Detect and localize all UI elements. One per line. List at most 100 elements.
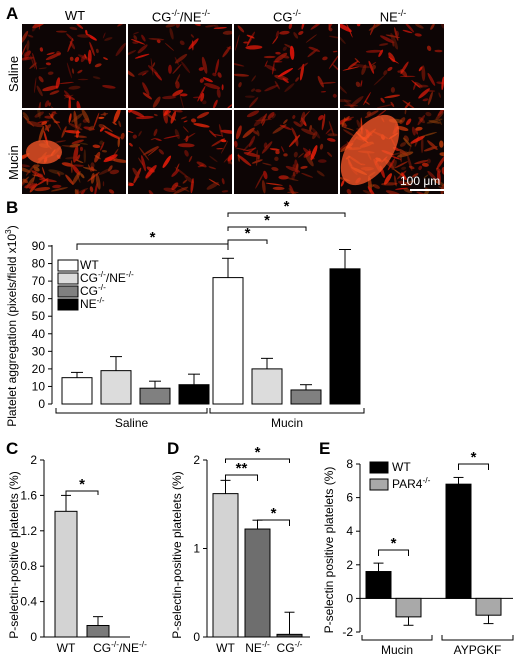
chart-e-sig-0-star: * [391, 535, 397, 552]
chart-d-bar-2 [276, 633, 303, 638]
chart-b-legend-label-2: CG-/- [80, 282, 106, 298]
chart-b-ytick-label-20: 20 [32, 362, 46, 376]
chart-b-ytick-label-90: 90 [32, 239, 46, 253]
chart-c-sig-bracket [65, 490, 99, 495]
chart-d-ylabel: P-selectin-positive platelets (%) [170, 471, 184, 638]
chart-b-bar-3-1 [329, 268, 361, 405]
chart-b-sig-0-star: * [150, 229, 156, 246]
chart-d-ytick-label-0: 0 [193, 630, 200, 644]
panel-a-letter: A [6, 4, 19, 23]
row-label-saline: Saline [6, 55, 21, 92]
chart-e-bar-0-1 [445, 483, 472, 599]
chart-c-xtick-1: CG-/-/NE-/- [93, 639, 147, 655]
chart-c-bar-0 [54, 510, 78, 638]
chart-b-bar-2-0 [139, 387, 171, 405]
chart-c-ylabel: P-selectin-positive platelets (%) [7, 471, 21, 638]
chart-b-legend-label-1: CG-/-/NE-/- [80, 269, 134, 285]
chart-b-ytick-label-80: 80 [32, 257, 46, 271]
chart-e-bar-1-0 [395, 597, 422, 618]
chart-d-sig-2-star: * [255, 444, 261, 461]
chart-c-ytick-label-2: 2 [30, 453, 37, 467]
chart-e-bar-0-0 [365, 571, 392, 599]
chart-b-ytick-label-40: 40 [32, 327, 46, 341]
chart-e-ytick-label-2: 2 [346, 558, 353, 572]
chart-b-legend-swatch-1 [57, 272, 79, 285]
chart-b-group-label-0: Saline [115, 416, 149, 430]
chart-d-sig-2-bracket [225, 458, 290, 463]
panel-b-letter: B [6, 198, 19, 217]
chart-b-ytick-label-50: 50 [32, 309, 46, 323]
chart-c-ytick-label-0: 0 [30, 630, 37, 644]
chart-d-bar-1 [244, 528, 271, 638]
chart-b-bar-1-1 [251, 368, 283, 405]
chart-d-xtick-2: CG-/- [277, 639, 303, 655]
chart-b: Platelet aggregation (pixels/field x103)… [3, 198, 365, 430]
chart-b-sig-3-star: * [284, 198, 290, 215]
micrograph-saline-3 [340, 24, 444, 108]
chart-b-legend-label-0: WT [80, 258, 99, 272]
panel-c-letter: C [6, 439, 19, 458]
chart-b-sig-3-bracket [227, 212, 346, 217]
chart-e-legend-label-1: PAR4-/- [392, 475, 431, 491]
chart-b-legend-label-3: NE-/- [80, 295, 105, 311]
chart-b-bar-2-1 [290, 389, 322, 405]
chart-d-sig-1-star: * [271, 505, 277, 522]
micrograph-mucin-1 [128, 110, 232, 194]
chart-b-ytick-label-70: 70 [32, 274, 46, 288]
chart-b-legend-swatch-0 [57, 259, 79, 272]
chart-b-ytick-label-60: 60 [32, 292, 46, 306]
chart-b-bar-0-1 [212, 277, 244, 405]
chart-b-ylabel: Platelet aggregation (pixels/field x103) [3, 225, 19, 426]
chart-c-ytick-label-0.8: 0.8 [20, 559, 37, 573]
panel-d-letter: D [167, 439, 180, 458]
chart-e-group-bracket-0 [361, 635, 433, 641]
micrograph-mucin-2 [234, 110, 338, 194]
chart-e-sig-1-bracket [458, 463, 489, 470]
micrograph-saline-1 [128, 24, 232, 108]
chart-b-bar-3-0 [178, 384, 210, 405]
chart-e-ytick-label-0: 0 [346, 591, 353, 605]
col-header-cg-ne: CG-/-/NE-/- [151, 8, 211, 25]
micrograph-saline-0 [22, 24, 126, 108]
chart-b-sig-1-star: * [245, 225, 251, 242]
chart-e-bar-1-1 [475, 597, 502, 616]
chart-c-ytick-label-0.4: 0.4 [20, 595, 37, 609]
row-label-mucin: Mucin [6, 145, 21, 180]
chart-d-sig-1-bracket [257, 519, 290, 526]
chart-e-legend-label-0: WT [392, 460, 411, 474]
col-header-ne: NE-/- [379, 8, 407, 25]
chart-e-legend-swatch-1 [369, 478, 389, 491]
chart-d-bar-0 [212, 493, 239, 638]
chart-b-bar-0-0 [61, 377, 93, 405]
panel-e-letter: E [319, 439, 331, 458]
micrograph-mucin-0 [22, 110, 126, 194]
chart-c-ytick-label-1.6: 1.6 [20, 488, 37, 502]
chart-b-sig-1-bracket [227, 239, 268, 244]
micrograph-mucin-3 [340, 110, 444, 194]
chart-b-ytick-label-30: 30 [32, 344, 46, 358]
col-header-cg: CG-/- [273, 8, 301, 25]
chart-e-sig-0-bracket [378, 549, 409, 556]
chart-b-bar-1-0 [100, 370, 132, 405]
chart-e-group-label-0: Mucin [381, 643, 413, 657]
chart-b-group-label-1: Mucin [271, 416, 303, 430]
col-header-wt: WT [64, 8, 86, 23]
chart-b-sig-0-bracket [76, 243, 229, 250]
chart-b-legend-swatch-2 [57, 285, 79, 298]
chart-e-ytick-label-4: 4 [346, 524, 353, 538]
micrograph-saline-2 [234, 24, 338, 108]
chart-c-bar-1 [86, 624, 110, 638]
chart-c-xtick-0: WT [57, 641, 76, 655]
chart-b-sig-2-star: * [264, 212, 270, 229]
chart-b-ytick-label-10: 10 [32, 379, 46, 393]
chart-d-ytick-label-2: 2 [193, 453, 200, 467]
chart-c: P-selectin-positive platelets (%) 0 0.4 0.8… [7, 453, 147, 655]
chart-c-sig-star: * [79, 476, 85, 493]
scale-bar [410, 189, 446, 191]
chart-b-group-bracket-0 [55, 408, 208, 414]
scale-bar-label: 100 μm [400, 174, 441, 188]
chart-e: P-selectin positive platelets (%) -2 0 2 4 6 8… [322, 449, 514, 657]
chart-e-ytick-label--2: -2 [342, 625, 353, 639]
chart-d-sig-0-star: ** [236, 460, 248, 477]
chart-c-ytick-label-1.2: 1.2 [20, 524, 37, 538]
